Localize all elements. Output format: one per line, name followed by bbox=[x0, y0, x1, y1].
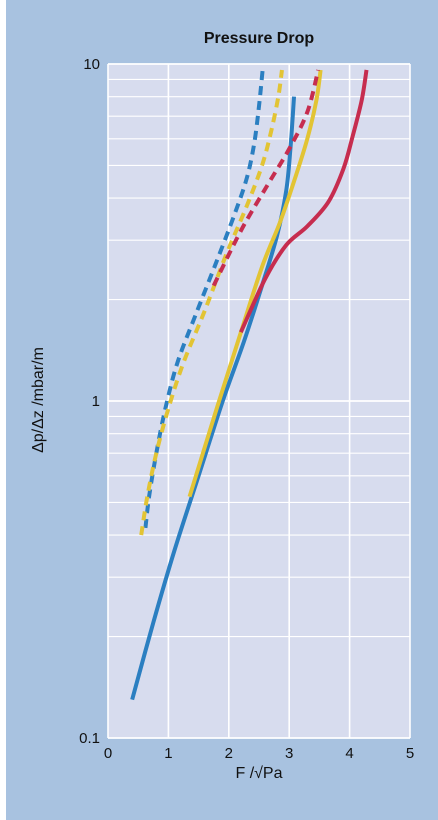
x-tick-labels: 0 1 2 3 4 5 bbox=[104, 745, 414, 762]
series-line-2 bbox=[187, 69, 323, 498]
x-tick-label: 3 bbox=[285, 745, 293, 762]
series-line-4 bbox=[143, 69, 265, 529]
y-axis-label: Δp/Δz /mbar/m bbox=[30, 347, 47, 453]
grid bbox=[107, 63, 411, 739]
x-tick-label: 4 bbox=[345, 745, 353, 762]
y-tick-labels: 0.1 1 10 bbox=[79, 56, 100, 747]
x-tick-label: 5 bbox=[406, 745, 414, 762]
x-tick-label: 2 bbox=[225, 745, 233, 762]
series-lines bbox=[130, 69, 369, 701]
x-tick-label: 0 bbox=[104, 745, 112, 762]
y-tick-label: 1 bbox=[92, 393, 100, 410]
x-tick-label: 1 bbox=[164, 745, 172, 762]
y-tick-label: 0.1 bbox=[79, 730, 100, 747]
y-tick-label: 10 bbox=[83, 56, 100, 73]
x-axis-label: F /√Pa bbox=[235, 765, 282, 782]
series-line-6 bbox=[211, 69, 321, 287]
series-line-1 bbox=[130, 96, 297, 701]
chart-title: Pressure Drop bbox=[203, 30, 315, 47]
series-line-3 bbox=[239, 69, 369, 334]
